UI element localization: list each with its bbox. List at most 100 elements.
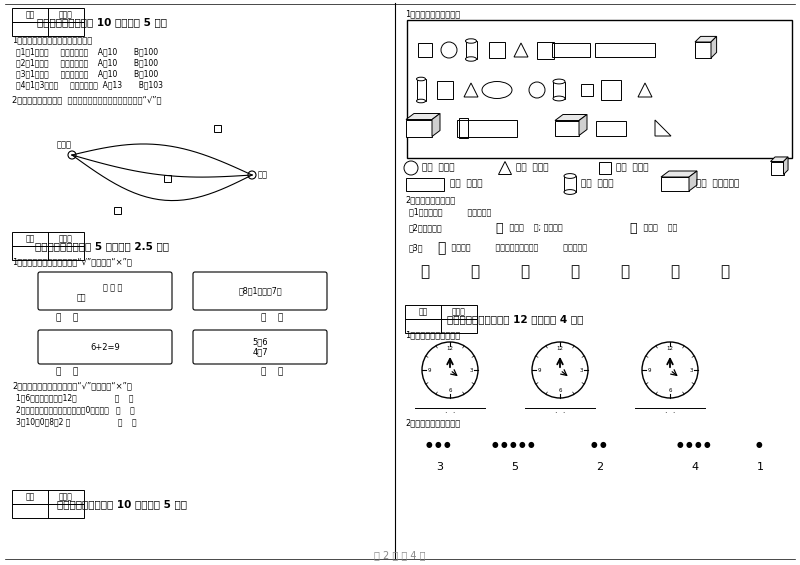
Bar	[552, 43, 590, 57]
Ellipse shape	[564, 173, 576, 179]
Text: 2: 2	[597, 462, 603, 472]
Text: 12: 12	[557, 346, 563, 351]
Bar	[770, 162, 783, 175]
Bar	[12, 504, 84, 518]
Bar	[214, 124, 221, 132]
Text: 9: 9	[538, 367, 541, 372]
Bar	[12, 246, 84, 260]
Text: （    ）: （ ）	[261, 367, 283, 376]
FancyBboxPatch shape	[38, 272, 172, 310]
Bar	[406, 120, 432, 137]
Text: 6: 6	[558, 389, 562, 393]
Bar	[596, 120, 626, 136]
Bar	[12, 8, 84, 22]
Text: 在第（    ）; 从右数，: 在第（ ）; 从右数，	[507, 224, 562, 233]
Text: 比8大1的数是7。: 比8大1的数是7。	[238, 286, 282, 295]
Ellipse shape	[417, 77, 426, 81]
Text: 9: 9	[647, 367, 650, 372]
Text: 3: 3	[437, 462, 443, 472]
Text: 五、对与错（本题共 5 分，每题 2.5 分）: 五、对与错（本题共 5 分，每题 2.5 分）	[35, 241, 169, 251]
Text: 得分: 得分	[26, 234, 34, 244]
Text: 🍎: 🍎	[721, 264, 730, 280]
Bar	[406, 177, 444, 190]
Bar	[466, 41, 477, 59]
Text: 1．数一数，填一填吧。: 1．数一数，填一填吧。	[405, 10, 460, 19]
Bar	[12, 490, 84, 504]
Text: 3: 3	[470, 367, 473, 372]
Polygon shape	[695, 36, 717, 42]
Polygon shape	[783, 157, 788, 175]
Text: 形。: 形。	[77, 293, 86, 302]
Text: 评卷人: 评卷人	[59, 493, 73, 502]
Text: 六、数一数（本题共 10 分，每题 5 分）: 六、数一数（本题共 10 分，每题 5 分）	[57, 499, 187, 509]
Bar	[163, 175, 170, 181]
Text: 在第（    ）。: 在第（ ）。	[641, 224, 678, 233]
Text: 有（  ）个，有（: 有（ ）个，有（	[693, 180, 739, 189]
Bar	[458, 118, 467, 138]
Text: ● ● ● ●: ● ● ● ●	[677, 441, 713, 450]
Ellipse shape	[553, 96, 565, 101]
Text: ●: ●	[755, 441, 765, 450]
FancyBboxPatch shape	[193, 330, 327, 364]
Text: 6+2=9: 6+2=9	[90, 342, 120, 351]
Text: 5: 5	[511, 462, 518, 472]
Text: 12: 12	[446, 346, 454, 351]
Text: 5＜6
4＞7: 5＜6 4＞7	[252, 337, 268, 357]
Text: （2）从左数，: （2）从左数，	[409, 224, 442, 233]
Polygon shape	[661, 171, 697, 177]
Bar	[437, 81, 453, 99]
Circle shape	[642, 342, 698, 398]
Text: （2）1角和（     ）分同样多，    A．10       B．100: （2）1角和（ ）分同样多， A．10 B．100	[16, 59, 158, 67]
Text: 1．写出钟面上的时刻。: 1．写出钟面上的时刻。	[405, 331, 460, 340]
Text: 第 2 页 共 4 页: 第 2 页 共 4 页	[374, 550, 426, 560]
Text: 🍐: 🍐	[521, 264, 530, 280]
Text: 1: 1	[757, 462, 763, 472]
Text: 🧅: 🧅	[470, 264, 479, 280]
Text: 4: 4	[691, 462, 698, 472]
Text: 2．下面的说法对吗，对的打“√”，错的打“×”。: 2．下面的说法对吗，对的打“√”，错的打“×”。	[12, 381, 132, 390]
Text: 6: 6	[668, 389, 672, 393]
Text: 评卷人: 评卷人	[59, 11, 73, 20]
Text: 2．盒里一个苹果也没有，可以用0来表示．   （    ）: 2．盒里一个苹果也没有，可以用0来表示． （ ）	[16, 406, 134, 415]
Text: （1）1元和（     ）角同样多，    A．10       B．100: （1）1元和（ ）角同样多， A．10 B．100	[16, 47, 158, 56]
Text: 得分: 得分	[418, 307, 428, 316]
Text: 🍍: 🍍	[621, 264, 630, 280]
Text: 得分: 得分	[26, 11, 34, 20]
Bar	[405, 319, 477, 333]
Bar	[407, 20, 792, 158]
Text: 6: 6	[448, 389, 452, 393]
Polygon shape	[711, 36, 717, 58]
Text: ● ● ●: ● ● ●	[426, 441, 454, 450]
Text: 有（  ）个，: 有（ ）个，	[513, 163, 549, 172]
Text: 四、选一选（本题共 10 分，每题 5 分）: 四、选一选（本题共 10 分，每题 5 分）	[37, 17, 167, 27]
Bar	[695, 42, 711, 58]
Text: 1．将正确答案的字母填在括号里。: 1．将正确答案的字母填在括号里。	[12, 36, 92, 45]
Text: 🍓: 🍓	[670, 264, 679, 280]
Text: 七、看图说话（本题共 12 分，每题 4 分）: 七、看图说话（本题共 12 分，每题 4 分）	[447, 314, 583, 324]
Text: ● ●: ● ●	[591, 441, 609, 450]
Text: 🍉: 🍉	[421, 264, 430, 280]
Polygon shape	[432, 114, 440, 137]
FancyBboxPatch shape	[38, 330, 172, 364]
FancyBboxPatch shape	[193, 272, 327, 310]
Text: 是 长 方: 是 长 方	[88, 284, 122, 293]
Bar	[114, 206, 121, 214]
Text: 3．10－0＋8＝2 ．                    （    ）: 3．10－0＋8＝2 ． （ ）	[16, 418, 137, 427]
Text: 前面有（          ）种水果，后面有（          ）种水果。: 前面有（ ）种水果，后面有（ ）种水果。	[449, 244, 587, 253]
Text: （3）: （3）	[409, 244, 423, 253]
Text: 评卷人: 评卷人	[59, 234, 73, 244]
Text: 有（  ）个，: 有（ ）个，	[613, 163, 649, 172]
Text: 12: 12	[666, 346, 674, 351]
Text: 学校: 学校	[258, 171, 268, 180]
Polygon shape	[555, 115, 587, 120]
Bar	[489, 42, 505, 58]
Bar	[537, 41, 554, 59]
Polygon shape	[770, 157, 788, 162]
Bar	[601, 80, 621, 100]
Bar	[599, 162, 611, 174]
Text: 1．他们说的话对吗？对的打“√”，错的打“×”。: 1．他们说的话对吗？对的打“√”，错的打“×”。	[12, 258, 132, 267]
Bar	[457, 120, 517, 137]
Text: （3）1元和（     ）分同样多，    A．10       B．100: （3）1元和（ ）分同样多， A．10 B．100	[16, 69, 158, 79]
Text: 🍌: 🍌	[630, 221, 637, 234]
Bar	[564, 176, 576, 192]
